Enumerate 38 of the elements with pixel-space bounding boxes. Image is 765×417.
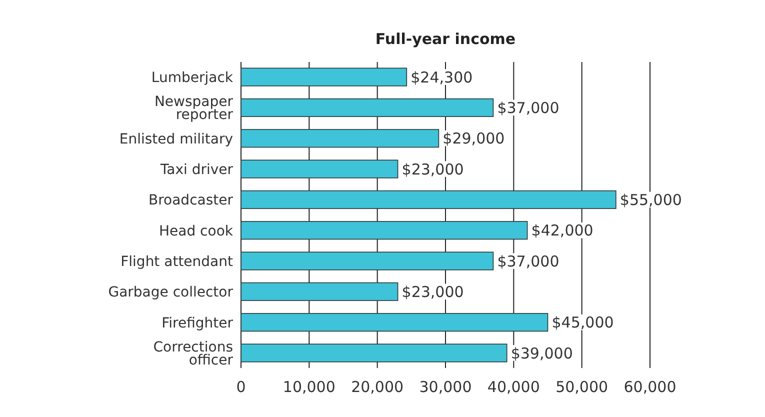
y-tick-label: Flight attendant (120, 254, 234, 270)
data-label: $39,000 (510, 344, 573, 362)
y-tick-label: Newspaper reporter (154, 94, 234, 124)
chart-title: Full-year income (375, 30, 516, 48)
y-tick-label: Enlisted military (119, 131, 233, 148)
bar (240, 160, 398, 178)
x-tick-label: 50,000 (556, 378, 608, 396)
y-tick-label: Corrections officer (153, 340, 234, 369)
data-label: $23,000 (402, 283, 464, 302)
data-label: $42,000 (531, 222, 594, 240)
y-tick-label: Lumberjack (151, 70, 234, 86)
y-tick-label: Firefighter (162, 315, 234, 332)
x-tick-label: 10,000 (282, 378, 336, 396)
x-tick-label: 0 (236, 378, 246, 396)
x-tick-label: 60,000 (624, 378, 676, 396)
data-label: $45,000 (552, 314, 614, 332)
y-tick-label: Taxi driver (159, 162, 234, 178)
bar (240, 68, 408, 86)
y-tick-label: Garbage collector (108, 284, 234, 301)
bar (240, 98, 494, 117)
data-label: $37,000 (497, 252, 560, 270)
bar (240, 344, 508, 362)
bar (240, 282, 398, 301)
data-label: $37,000 (497, 99, 560, 118)
x-tick-label: 20,000 (351, 378, 404, 396)
bar (240, 252, 494, 270)
bar (240, 129, 440, 148)
data-label: $55,000 (620, 191, 682, 210)
y-tick-label: Head cook (159, 223, 234, 240)
data-label: $23,000 (402, 160, 464, 178)
bar (240, 313, 548, 332)
bar (240, 221, 528, 240)
y-tick-label: Broadcaster (148, 192, 234, 209)
bar (240, 190, 616, 209)
x-tick-label: 30,000 (419, 378, 472, 396)
data-label: $29,000 (442, 130, 505, 148)
x-tick-label: 40,000 (487, 378, 540, 396)
data-label: $24,300 (410, 68, 473, 86)
